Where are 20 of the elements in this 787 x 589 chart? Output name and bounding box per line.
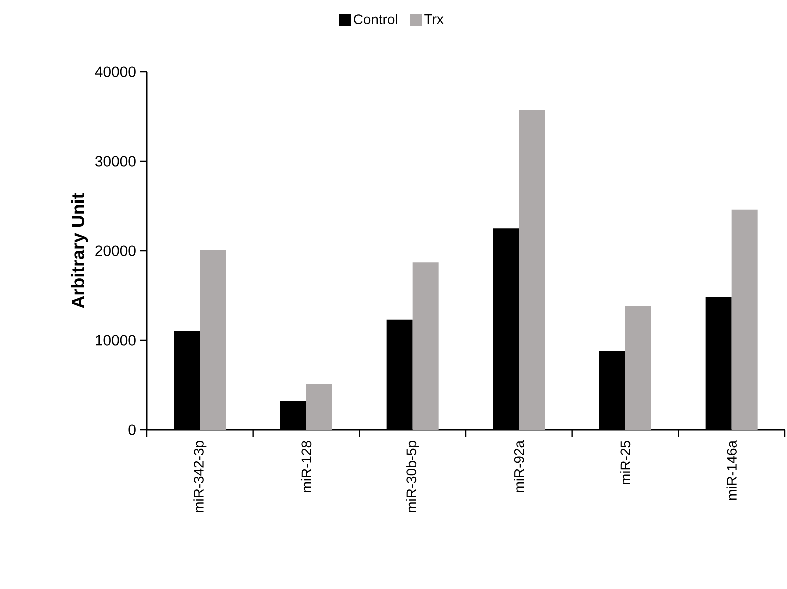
legend-label: Control <box>354 14 398 25</box>
x-tick-label: miR-92a <box>514 440 524 492</box>
x-tick-label: miR-25 <box>620 441 631 485</box>
bar <box>626 306 652 430</box>
bar <box>200 250 226 430</box>
y-tick-label: 10000 <box>96 335 136 346</box>
y-tick-label: 30000 <box>95 156 136 167</box>
bar <box>519 110 546 430</box>
x-tick-label: miR-342-3p <box>194 441 207 512</box>
x-tick-label: miR-128 <box>301 441 312 492</box>
y-tick-label: 20000 <box>96 246 136 256</box>
bar <box>306 384 332 430</box>
bar <box>412 262 439 430</box>
y-axis-title: Arbitrary Unit <box>71 193 88 308</box>
bar <box>732 210 758 430</box>
y-tick-label: 40000 <box>95 66 136 78</box>
y-tick-label: 0 <box>128 424 136 436</box>
legend-label: Trx <box>424 14 444 24</box>
x-tick-label: miR-30b-5p <box>406 441 420 512</box>
x-tick-label: miR-146a <box>726 440 737 500</box>
